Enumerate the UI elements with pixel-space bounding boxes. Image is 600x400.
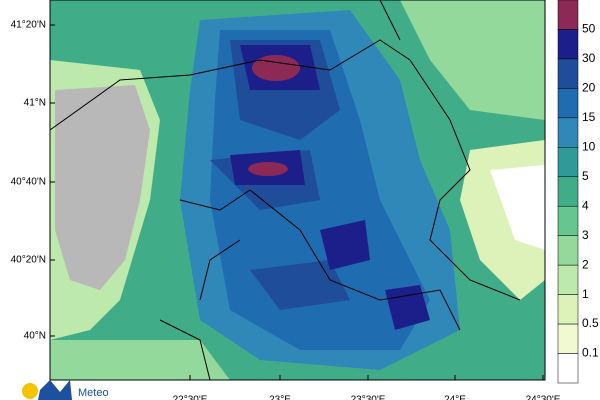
lon-label: 23°E xyxy=(269,395,291,400)
lat-axis: 41°20'N 41°N 40°40'N 40°20'N 40°N xyxy=(11,20,55,342)
legend-label: 3 xyxy=(582,228,589,242)
legend-swatch xyxy=(557,323,579,354)
legend-swatch xyxy=(557,117,579,148)
legend-label: 20 xyxy=(582,81,596,95)
legend-label: 1 xyxy=(582,287,589,301)
legend-label: 0.5 xyxy=(582,316,599,330)
logo-text: Meteo xyxy=(78,387,109,399)
lon-axis: 22°30'E 23°E 23°30'E 24°E 24°30'E xyxy=(173,375,561,400)
legend-label: 2 xyxy=(582,257,589,271)
lat-label: 40°N xyxy=(24,331,46,342)
legend-swatch xyxy=(557,0,579,30)
legend-swatch xyxy=(557,147,579,178)
color-legend: 50 30 20 15 10 5 4 3 2 1 0.5 0.1 xyxy=(557,0,599,384)
legend-swatch xyxy=(557,353,579,384)
legend-swatch xyxy=(557,58,579,89)
legend-swatch xyxy=(557,88,579,119)
legend-label: 50 xyxy=(582,22,596,36)
legend-label: 15 xyxy=(582,110,596,124)
lat-label: 41°N xyxy=(24,98,46,109)
legend-label: 10 xyxy=(582,139,596,153)
legend-label: 30 xyxy=(582,51,596,65)
legend-swatch xyxy=(557,176,579,207)
legend-swatch xyxy=(557,294,579,325)
legend-label: 5 xyxy=(582,169,589,183)
legend-label: 4 xyxy=(582,198,589,212)
legend-label: 0.1 xyxy=(582,346,599,360)
logo: Meteo xyxy=(22,380,109,400)
legend-swatch xyxy=(557,205,579,236)
map-frame xyxy=(49,0,546,381)
legend-swatch xyxy=(557,29,579,60)
lat-label: 40°20'N xyxy=(11,255,46,266)
lon-label: 23°30'E xyxy=(351,395,386,400)
lat-label: 40°40'N xyxy=(11,177,46,188)
lon-label: 24°E xyxy=(444,395,466,400)
lon-label: 24°30'E xyxy=(526,395,561,400)
map-field xyxy=(50,0,545,380)
legend-swatch xyxy=(557,235,579,266)
lon-label: 22°30'E xyxy=(173,395,208,400)
legend-swatch xyxy=(557,264,579,295)
lat-label: 41°20'N xyxy=(11,20,46,31)
